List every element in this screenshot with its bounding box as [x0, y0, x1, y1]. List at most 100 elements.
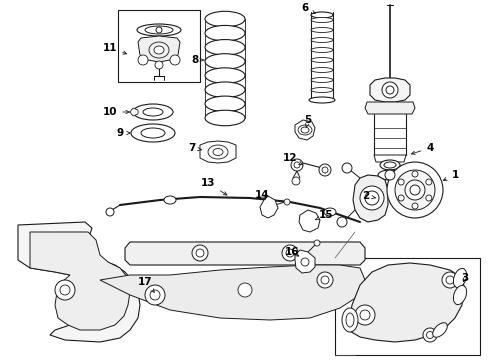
Circle shape [156, 27, 162, 33]
Text: 14: 14 [255, 190, 270, 200]
Polygon shape [295, 120, 315, 140]
Ellipse shape [309, 97, 335, 103]
Circle shape [317, 272, 333, 288]
Circle shape [55, 280, 75, 300]
Ellipse shape [164, 196, 176, 204]
Ellipse shape [453, 269, 466, 288]
Ellipse shape [311, 68, 333, 72]
Ellipse shape [137, 24, 181, 36]
Circle shape [319, 164, 331, 176]
Text: 15: 15 [316, 210, 333, 220]
Polygon shape [353, 175, 388, 222]
Text: 2: 2 [363, 191, 375, 201]
Polygon shape [100, 265, 365, 320]
Circle shape [145, 285, 165, 305]
Text: 4: 4 [412, 143, 434, 154]
Circle shape [405, 180, 425, 200]
Ellipse shape [311, 77, 333, 82]
Circle shape [192, 245, 208, 261]
Polygon shape [365, 102, 415, 114]
Polygon shape [370, 78, 410, 102]
Circle shape [423, 328, 437, 342]
Circle shape [155, 61, 163, 69]
Circle shape [426, 332, 434, 338]
Text: 9: 9 [117, 128, 130, 138]
Ellipse shape [131, 124, 175, 142]
Circle shape [292, 177, 300, 185]
Polygon shape [200, 141, 236, 163]
Text: 16: 16 [285, 247, 299, 257]
Circle shape [337, 217, 347, 227]
Text: 6: 6 [301, 3, 315, 14]
Polygon shape [295, 250, 315, 273]
Circle shape [410, 185, 420, 195]
Ellipse shape [311, 37, 333, 42]
Ellipse shape [143, 108, 163, 116]
Polygon shape [260, 196, 278, 218]
Circle shape [150, 290, 160, 300]
Ellipse shape [311, 12, 333, 18]
Text: 11: 11 [103, 43, 126, 54]
Ellipse shape [145, 26, 173, 34]
Polygon shape [18, 222, 140, 342]
Text: 10: 10 [103, 107, 129, 117]
Text: 12: 12 [283, 153, 302, 165]
Ellipse shape [324, 208, 336, 216]
Ellipse shape [384, 162, 396, 168]
Ellipse shape [311, 87, 333, 93]
Ellipse shape [205, 68, 245, 84]
Circle shape [321, 276, 329, 284]
Circle shape [365, 191, 379, 205]
Circle shape [282, 245, 298, 261]
Ellipse shape [205, 11, 245, 27]
Circle shape [385, 170, 395, 180]
Circle shape [398, 179, 404, 185]
Ellipse shape [205, 40, 245, 55]
Ellipse shape [205, 82, 245, 98]
Ellipse shape [154, 46, 164, 54]
Circle shape [355, 305, 375, 325]
Ellipse shape [311, 27, 333, 32]
Circle shape [426, 195, 432, 201]
Polygon shape [374, 155, 406, 162]
Circle shape [360, 186, 384, 210]
Circle shape [412, 171, 418, 177]
Polygon shape [30, 232, 130, 330]
Ellipse shape [205, 54, 245, 69]
Bar [118, 10, 200, 82]
Ellipse shape [213, 149, 223, 156]
Ellipse shape [378, 170, 402, 180]
Circle shape [286, 249, 294, 257]
Circle shape [386, 86, 394, 94]
Ellipse shape [301, 127, 309, 133]
Ellipse shape [205, 26, 245, 41]
Polygon shape [138, 36, 180, 62]
Ellipse shape [453, 285, 466, 305]
Circle shape [196, 249, 204, 257]
Circle shape [342, 163, 352, 173]
Text: 3: 3 [462, 273, 468, 283]
Text: 8: 8 [192, 55, 204, 65]
Circle shape [238, 283, 252, 297]
Ellipse shape [298, 125, 312, 135]
Circle shape [322, 167, 328, 173]
Ellipse shape [311, 58, 333, 63]
Bar [335, 258, 480, 355]
Polygon shape [130, 108, 138, 116]
Circle shape [426, 179, 432, 185]
Ellipse shape [133, 104, 173, 120]
Circle shape [170, 55, 180, 65]
Ellipse shape [342, 308, 358, 332]
Polygon shape [348, 263, 465, 342]
Ellipse shape [433, 323, 447, 337]
Circle shape [398, 195, 404, 201]
Ellipse shape [311, 48, 333, 53]
Circle shape [442, 272, 458, 288]
Polygon shape [125, 242, 365, 265]
Ellipse shape [205, 96, 245, 112]
Circle shape [412, 203, 418, 209]
Text: 5: 5 [304, 115, 312, 128]
Text: 1: 1 [443, 170, 459, 180]
Circle shape [301, 258, 309, 266]
Ellipse shape [311, 18, 333, 23]
